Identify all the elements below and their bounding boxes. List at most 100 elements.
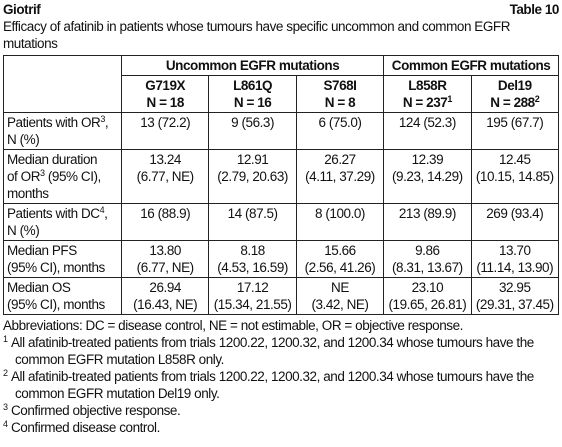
cell-line: 32.95 (499, 280, 531, 295)
caption: Efficacy of afatinib in patients whose t… (3, 19, 511, 51)
table-body: Patients with OR3, N (%) 13 (72.2) 9 (56.3)… (3, 112, 560, 315)
footnote-text: All afatinib-treated patients from trial… (11, 335, 534, 367)
cell: 8 (100.0) (295, 203, 385, 241)
cell: 15.66 (2.56, 41.26) (295, 240, 385, 278)
cell: 9 (56.3) (208, 112, 297, 150)
cell: 6 (75.0) (295, 112, 385, 150)
text: N (%) (7, 223, 40, 238)
cell-line: 16 (88.9) (140, 206, 191, 221)
cell-line: (4.11, 37.29) (305, 169, 375, 184)
row: Median OS (95% CI), months 26.94 (16.43, NE… (3, 277, 560, 315)
cell-line: 26.94 (149, 280, 181, 295)
cell: 213 (89.9) (383, 203, 472, 241)
text: N (%) (7, 132, 40, 147)
column-header: L858R N = 2371 (383, 75, 472, 113)
label-line: Patients with OR3, (7, 114, 118, 131)
footnotes: Abbreviations: DC = disease control, NE … (3, 317, 559, 436)
label-line: N (%) (7, 222, 118, 239)
text: Patients with OR (7, 115, 101, 130)
cell-line: 12.91 (236, 152, 269, 167)
text: (95% CI), (44, 169, 101, 184)
cell-line: (6.77, NE) (136, 169, 194, 184)
cell: 26.94 (16.43, NE) (120, 277, 210, 315)
group-header: Common EGFR mutations (383, 55, 559, 76)
row-label: Patients with OR3, N (%) (3, 112, 122, 150)
text: months (7, 186, 49, 201)
footnote-text: Confirmed disease control. (11, 420, 160, 435)
cell-line: 13.24 (149, 152, 181, 167)
cell-line: NE (331, 280, 349, 295)
label-line: Median duration (7, 151, 118, 168)
label-line: N (%) (7, 131, 118, 148)
cell-line: (11.14, 13.90) (476, 260, 554, 275)
text: N = 288 (490, 95, 535, 110)
text: Median duration (7, 152, 98, 167)
label-line: Median PFS (7, 242, 118, 259)
cell-line: 12.45 (499, 152, 531, 167)
cell: 8.18 (4.53, 16.59) (208, 240, 297, 278)
cell: 269 (93.4) (470, 203, 560, 241)
label-line: Median OS (7, 279, 118, 296)
superscript: 3 (100, 114, 105, 124)
cell-line: (8.31, 13.67) (392, 260, 463, 275)
footnote-text: All afatinib-treated patients from trial… (11, 369, 534, 401)
cell-line: 195 (67.7) (486, 115, 544, 130)
cell-line: 17.12 (236, 280, 269, 295)
row: Patients with DC4, N (%) 16 (88.9) 14 (87.5… (3, 203, 560, 241)
footnote-text: Confirmed objective response. (11, 403, 181, 418)
cell-line: (19.65, 26.81) (388, 297, 467, 312)
text: Patients with DC (7, 206, 100, 221)
cell-line: 124 (52.3) (398, 115, 456, 130)
row: Median duration of OR3 (95% CI), months 13.… (3, 149, 560, 204)
cell: NE (3.42, NE) (295, 277, 385, 315)
text: Median PFS (7, 243, 77, 258)
cell-line: 13 (72.2) (140, 115, 191, 130)
group-header: Uncommon EGFR mutations (120, 55, 385, 76)
cell-line: 213 (89.9) (398, 206, 456, 221)
page: Giotrif Table 10 Efficacy of afatinib in… (3, 1, 560, 436)
cell: 26.27 (4.11, 37.29) (295, 149, 385, 204)
cell-line: 23.10 (411, 280, 444, 295)
row-label: Median OS (95% CI), months (3, 277, 122, 315)
label-line: months (7, 185, 118, 202)
superscript: 3 (40, 168, 45, 178)
cell: 12.45 (10.15, 14.85) (470, 149, 560, 204)
cell-line: 8.18 (240, 243, 265, 258)
cell: 12.91 (2.79, 20.63) (208, 149, 297, 204)
row: Patients with OR3, N (%) 13 (72.2) 9 (56.3)… (3, 112, 560, 150)
column-row: G719X N = 18 L861Q N = 16 S768I N = 8 L858R N =… (4, 75, 560, 113)
cell: 12.39 (9.23, 14.29) (383, 149, 472, 204)
cell: 13.24 (6.77, NE) (120, 149, 210, 204)
text: N = 8 (324, 95, 356, 110)
cell-line: (4.53, 16.59) (217, 260, 288, 275)
text: Median OS (7, 280, 71, 295)
column-n: N = 16 (212, 94, 292, 111)
text: N = 16 (233, 95, 272, 110)
text: (95% CI), months (7, 297, 105, 312)
cell-line: (15.34, 21.55) (213, 297, 292, 312)
column-n: N = 18 (125, 94, 205, 111)
cell-line: 9 (56.3) (231, 115, 275, 130)
column-name: L858R (408, 78, 447, 93)
column-n: N = 2882 (475, 94, 555, 111)
text: (95% CI), months (7, 260, 105, 275)
cell-line: (2.79, 20.63) (217, 169, 288, 184)
cell-line: 269 (93.4) (486, 206, 544, 221)
cell: 23.10 (19.65, 26.81) (383, 277, 472, 315)
column-name: S768I (323, 78, 357, 93)
cell-line: (2.56, 41.26) (304, 260, 376, 275)
cell: 9.86 (8.31, 13.67) (383, 240, 472, 278)
text: N = 18 (146, 95, 184, 110)
column-header: Del19 N = 2882 (470, 75, 560, 113)
group-row: Uncommon EGFR mutations Common EGFR mutat… (3, 55, 559, 113)
label-line: Patients with DC4, (7, 205, 118, 222)
superscript: 4 (99, 205, 105, 215)
header: Giotrif Table 10 (3, 1, 559, 18)
text: , (104, 115, 109, 130)
text: N = 237 (402, 95, 448, 110)
cell: 195 (67.7) (470, 112, 560, 150)
footnote-text: Abbreviations: DC = disease control, NE … (3, 318, 463, 333)
cell-line: 13.70 (499, 243, 531, 258)
table-number: Table 10 (509, 2, 560, 17)
cell-line: (9.23, 14.29) (392, 169, 463, 184)
